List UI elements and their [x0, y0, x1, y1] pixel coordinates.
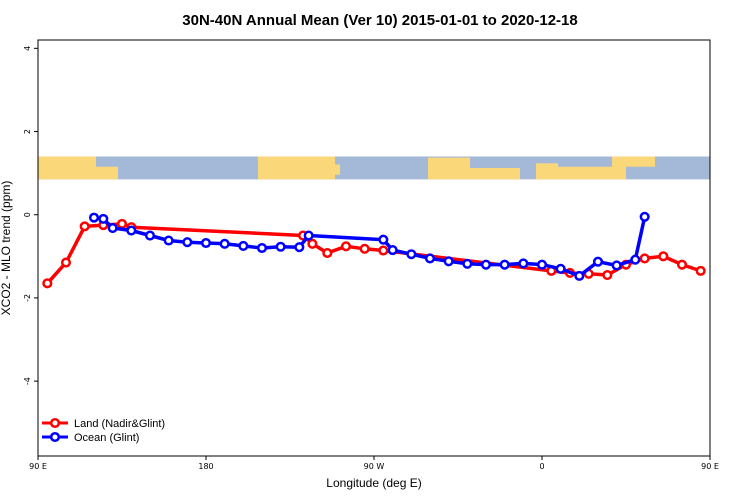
data-point — [200, 237, 212, 249]
data-point — [424, 253, 436, 264]
series-ocean — [88, 211, 650, 281]
legend-label: Ocean (Glint) — [74, 432, 139, 444]
map-land — [558, 166, 612, 180]
y-tick-label: 2 — [23, 129, 32, 134]
data-point — [378, 245, 389, 256]
data-point — [676, 259, 688, 270]
data-point — [480, 259, 492, 270]
map-land — [612, 156, 626, 180]
data-point — [555, 263, 566, 274]
data-point — [602, 269, 613, 281]
x-axis: 90 E 180 90 W 0 90 E — [29, 456, 719, 471]
data-point — [219, 238, 230, 249]
data-point — [163, 235, 174, 246]
data-point — [322, 247, 333, 259]
data-point — [639, 211, 650, 222]
map-land — [258, 156, 335, 180]
world-map-band — [38, 156, 710, 180]
x-tick-label: 90 E — [29, 462, 47, 471]
data-point — [60, 257, 72, 268]
legend-marker — [49, 417, 61, 429]
data-point — [658, 251, 669, 262]
y-axis: 4 2 0 -2 -4 — [23, 46, 38, 385]
series-layer — [42, 211, 706, 289]
x-tick-label: 90 E — [701, 462, 719, 471]
data-point — [387, 245, 398, 256]
data-point — [79, 221, 90, 232]
data-point — [611, 260, 622, 271]
data-point — [98, 213, 109, 224]
data-point — [307, 238, 318, 249]
data-point — [126, 225, 137, 236]
data-point — [144, 230, 156, 241]
data-point — [536, 259, 548, 270]
data-point — [303, 230, 314, 241]
series-land — [42, 218, 706, 289]
y-axis-label: XCO2 - MLO trend (ppm) — [0, 181, 13, 316]
y-tick-label: 4 — [23, 46, 32, 51]
map-land — [96, 166, 118, 180]
data-point — [182, 237, 193, 248]
x-axis-label: Longitude (deg E) — [326, 476, 421, 490]
map-land — [330, 164, 340, 175]
chart-title: 30N-40N Annual Mean (Ver 10) 2015-01-01 … — [182, 12, 577, 29]
data-point — [275, 241, 286, 252]
legend-marker — [49, 431, 61, 443]
y-tick-label: -2 — [23, 294, 32, 302]
data-point — [378, 234, 389, 245]
data-point — [406, 249, 417, 260]
x-tick-label: 90 W — [364, 462, 385, 471]
data-point — [518, 258, 529, 269]
data-point — [592, 256, 604, 267]
data-point — [630, 254, 641, 265]
y-tick-label: 0 — [23, 212, 32, 217]
map-land — [470, 167, 520, 180]
x-tick-label: 0 — [539, 462, 544, 471]
data-point — [574, 270, 585, 281]
data-point — [88, 212, 100, 223]
data-point — [107, 222, 118, 234]
legend-label: Land (Nadir&Glint) — [74, 418, 165, 430]
data-point — [294, 242, 305, 253]
x-tick-label: 180 — [198, 462, 213, 471]
map-land — [536, 163, 558, 180]
data-point — [499, 259, 510, 270]
data-point — [340, 241, 352, 252]
data-point — [695, 265, 706, 276]
data-point — [639, 253, 650, 264]
map-land — [38, 156, 96, 180]
legend: Land (Nadir&Glint) Ocean (Glint) — [42, 417, 165, 444]
data-point — [238, 240, 249, 251]
data-point — [443, 256, 454, 267]
data-point — [42, 278, 53, 289]
data-point — [359, 243, 370, 254]
y-tick-label: -4 — [23, 377, 32, 385]
data-point — [116, 218, 128, 229]
data-point — [462, 258, 473, 269]
map-land — [428, 157, 470, 180]
data-point — [256, 242, 268, 254]
map-land — [626, 156, 655, 167]
